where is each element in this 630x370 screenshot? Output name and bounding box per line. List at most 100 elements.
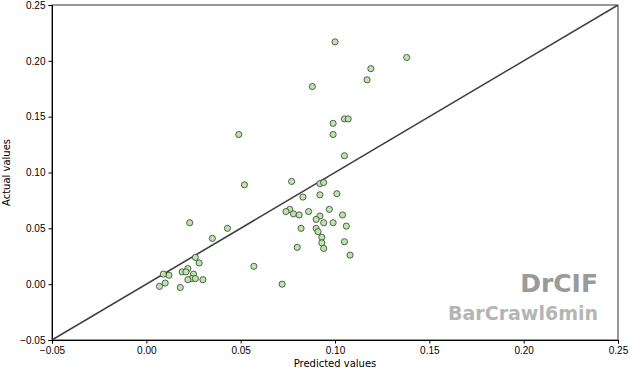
point — [347, 252, 353, 258]
point — [309, 83, 315, 89]
y-tick: 0.20 — [26, 56, 52, 67]
x-tick-label: 0.00 — [137, 345, 157, 356]
x-tick-mark — [335, 340, 336, 344]
y-tick-label: 0.10 — [26, 167, 46, 178]
point — [251, 263, 257, 269]
y-tick-mark — [49, 284, 53, 285]
point — [343, 223, 349, 229]
x-tick-label: 0.25 — [609, 345, 629, 356]
point — [236, 131, 242, 137]
x-tick-mark — [146, 340, 147, 344]
point — [177, 284, 183, 290]
point — [368, 66, 374, 72]
y-axis-line — [49, 6, 53, 341]
point — [326, 206, 332, 212]
point — [183, 269, 189, 275]
point — [321, 179, 327, 185]
point — [332, 39, 338, 45]
x-axis: −0.05 0.00 0.05 0.10 0.15 0.20 0.25 — [40, 340, 629, 356]
point — [330, 220, 336, 226]
annotation: BarCrawl6min — [448, 302, 598, 324]
point — [192, 254, 198, 260]
x-tick-label: 0.10 — [326, 345, 346, 356]
x-tick: 0.15 — [420, 340, 440, 356]
y-tick-label: 0.15 — [26, 111, 46, 122]
y-axis: −0.05 0.00 0.05 0.10 0.15 0.20 0.25 — [20, 0, 52, 346]
identity-line — [52, 5, 618, 340]
point — [305, 208, 311, 214]
point — [296, 212, 302, 218]
x-tick: 0.00 — [137, 340, 157, 356]
point — [321, 220, 327, 226]
point — [200, 277, 206, 283]
x-tick: 0.10 — [326, 340, 346, 356]
point — [341, 239, 347, 245]
point — [404, 54, 410, 60]
point — [209, 235, 215, 241]
point — [185, 277, 191, 283]
point — [279, 281, 285, 287]
point — [315, 229, 321, 235]
point — [283, 208, 289, 214]
plot-frame — [52, 5, 618, 340]
point — [330, 120, 336, 126]
y-tick-label: 0.20 — [26, 56, 46, 67]
point — [298, 225, 304, 231]
y-tick-mark — [49, 117, 53, 118]
point — [192, 275, 198, 281]
point — [241, 182, 247, 188]
y-tick-label: 0.00 — [26, 279, 46, 290]
point — [330, 131, 336, 137]
y-tick: 0.00 — [26, 279, 52, 290]
y-tick-mark — [49, 228, 53, 229]
y-tick-label: 0.25 — [26, 0, 46, 11]
y-tick-mark — [49, 61, 53, 62]
point — [300, 194, 306, 200]
x-tick-label: 0.20 — [514, 345, 534, 356]
y-tick: 0.05 — [26, 223, 52, 234]
y-tick-label: 0.05 — [26, 223, 46, 234]
x-tick-mark — [241, 340, 242, 344]
x-tick-mark — [618, 340, 619, 344]
y-tick: −0.05 — [20, 335, 52, 346]
y-tick: 0.15 — [26, 111, 52, 122]
point — [166, 272, 172, 278]
x-tick-mark — [524, 340, 525, 344]
point — [224, 225, 230, 231]
point — [290, 211, 296, 217]
point — [289, 178, 295, 184]
y-axis-title: Actual values — [1, 139, 12, 206]
point — [162, 280, 168, 286]
point — [294, 244, 300, 250]
point — [160, 271, 166, 277]
point — [313, 216, 319, 222]
point — [345, 116, 351, 122]
chart: −0.05 0.00 0.05 0.10 0.15 0.20 0.25 −0.05 0.00 0.… — [0, 0, 630, 370]
y-tick: 0.25 — [26, 0, 52, 11]
x-tick: 0.25 — [609, 340, 629, 356]
x-tick-mark — [429, 340, 430, 344]
x-tick-label: −0.05 — [40, 345, 66, 356]
y-tick-mark — [49, 340, 53, 341]
point — [339, 212, 345, 218]
x-tick: 0.20 — [514, 340, 534, 356]
data-layer — [52, 5, 618, 340]
point — [341, 153, 347, 159]
x-axis-line — [53, 341, 619, 344]
annotation: DrCIF — [520, 269, 598, 298]
point — [156, 283, 162, 289]
point — [317, 192, 323, 198]
point — [364, 77, 370, 83]
plot-area: −0.05 0.00 0.05 0.10 0.15 0.20 0.25 −0.05 0.00 0.… — [20, 0, 628, 356]
x-tick-label: 0.15 — [420, 345, 440, 356]
point — [187, 220, 193, 226]
y-tick-mark — [49, 5, 53, 6]
x-tick: 0.05 — [231, 340, 251, 356]
y-tick-label: −0.05 — [20, 335, 46, 346]
point — [334, 191, 340, 197]
y-tick: 0.10 — [26, 167, 52, 178]
x-tick-label: 0.05 — [231, 345, 251, 356]
y-tick-mark — [49, 173, 53, 174]
point — [321, 245, 327, 251]
point — [196, 260, 202, 266]
